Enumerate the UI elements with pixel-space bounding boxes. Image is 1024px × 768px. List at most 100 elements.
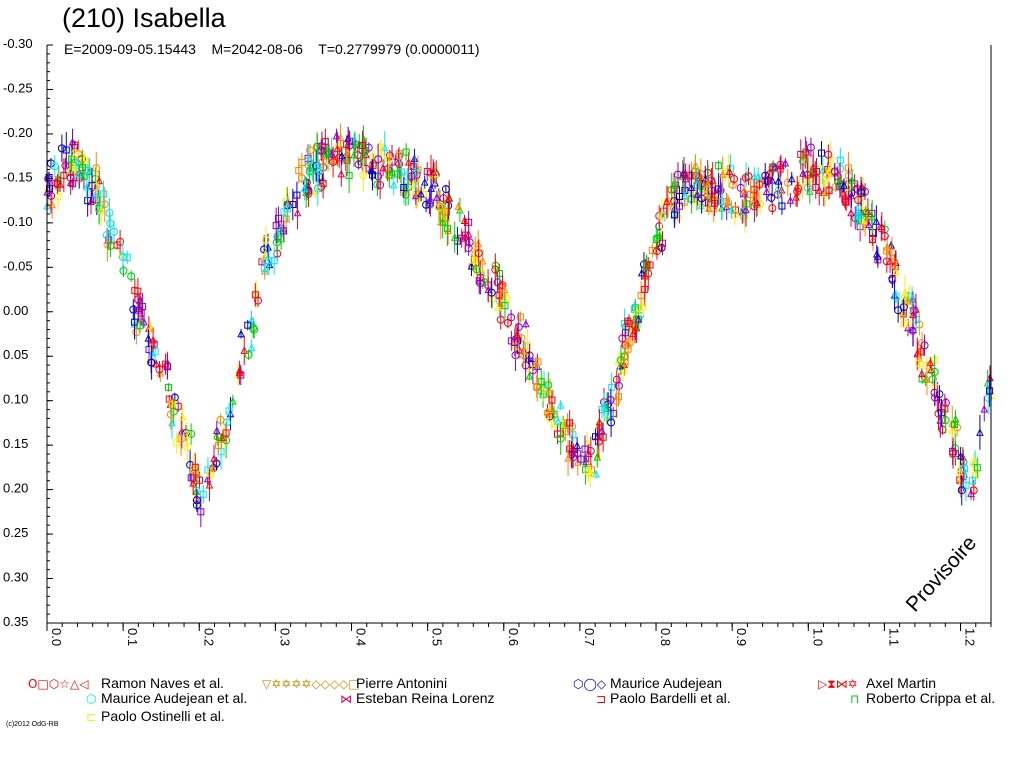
data-point [274, 214, 282, 222]
data-point [318, 142, 326, 150]
data-point [244, 350, 253, 359]
data-point [546, 389, 554, 397]
data-point [84, 197, 92, 205]
data-point [727, 205, 736, 213]
data-point [633, 307, 641, 315]
data-point [903, 320, 911, 328]
data-point [496, 315, 505, 324]
data-point [500, 285, 509, 294]
data-point [564, 454, 572, 462]
data-point [429, 167, 437, 176]
data-point [261, 235, 270, 244]
data-point [874, 252, 882, 260]
data-point [441, 207, 449, 215]
data-point [319, 179, 327, 187]
legend-marker-icon: ▽✡✡✡✡◇◇◇◇□ [262, 677, 360, 691]
y-tick-label: -0.10 [3, 214, 33, 229]
x-tick-label: 0.5 [430, 628, 445, 646]
data-point [322, 150, 330, 158]
data-point [359, 170, 368, 179]
data-point [522, 319, 530, 328]
data-point [714, 162, 722, 170]
legend-entry: ⬡◯◇ Maurice Audejean [573, 675, 722, 691]
data-point [872, 217, 881, 225]
data-point [247, 343, 256, 352]
data-point [691, 161, 700, 169]
data-point [519, 351, 528, 360]
legend: O□⬡☆△◁ Ramon Naves et al. ▽✡✡✡✡◇◇◇◇□Pierre… [28, 675, 995, 724]
legend-entry: ⋈ Esteban Reina Lorenz [340, 690, 495, 706]
legend-label: Paolo Ostinelli et al. [101, 708, 225, 724]
data-point [169, 407, 178, 416]
data-point [354, 160, 363, 169]
legend-label: Roberto Crippa et al. [866, 690, 995, 706]
data-point [878, 222, 886, 230]
data-point [622, 329, 630, 337]
data-point [376, 181, 385, 190]
data-point [728, 180, 737, 189]
data-point [594, 437, 603, 446]
data-point [920, 341, 929, 350]
x-tick-label: 0.7 [582, 628, 597, 646]
data-point [199, 490, 207, 498]
data-point [401, 190, 410, 199]
data-point [461, 232, 470, 241]
data-point [652, 236, 660, 244]
data-point [599, 433, 607, 441]
data-point [511, 342, 519, 350]
data-point [786, 196, 795, 204]
x-tick-label: 1.0 [810, 628, 825, 646]
data-point [337, 169, 346, 178]
legend-entry: ⊏ Paolo Ostinelli et al. [86, 708, 225, 724]
data-point [496, 270, 504, 278]
data-point [374, 155, 383, 164]
data-point [129, 305, 138, 314]
data-point [718, 197, 726, 205]
data-point [923, 374, 931, 383]
data-point [474, 239, 483, 248]
y-tick-label: 0.00 [3, 303, 28, 318]
data-point [767, 193, 776, 202]
data-point [566, 419, 574, 427]
data-point [673, 170, 682, 179]
data-point [134, 287, 142, 295]
data-point [265, 260, 274, 269]
data-point [328, 150, 336, 158]
data-point [119, 266, 128, 275]
y-tick-label: -0.25 [3, 80, 33, 95]
data-point [693, 190, 702, 199]
data-point [313, 159, 322, 168]
data-point [474, 249, 483, 258]
x-tick-label: 0.6 [506, 628, 521, 646]
data-point [178, 426, 186, 435]
data-point [74, 170, 83, 178]
data-point [825, 187, 833, 195]
data-point [624, 317, 632, 325]
data-point [69, 180, 77, 188]
data-point [718, 170, 727, 178]
data-point [834, 178, 843, 187]
data-point [361, 147, 369, 155]
data-point [950, 420, 958, 428]
data-point [439, 194, 448, 203]
legend-entry: ⊐ Paolo Bardelli et al. [596, 690, 731, 706]
data-point [877, 224, 886, 233]
x-tick-label: 0.0 [49, 628, 64, 646]
data-point [973, 464, 981, 472]
y-tick-label: 0.10 [3, 392, 28, 407]
data-point [941, 405, 949, 413]
data-point [637, 291, 645, 299]
data-point [166, 410, 175, 419]
data-point [573, 441, 581, 449]
data-point [781, 158, 790, 167]
data-point [379, 163, 387, 172]
data-point [470, 256, 478, 264]
data-points-layer [43, 123, 995, 528]
data-point [654, 234, 662, 242]
data-point [443, 225, 451, 233]
data-point [284, 205, 292, 213]
data-point [917, 369, 926, 378]
data-point [715, 185, 723, 193]
data-point [212, 426, 221, 434]
data-point [332, 131, 341, 140]
